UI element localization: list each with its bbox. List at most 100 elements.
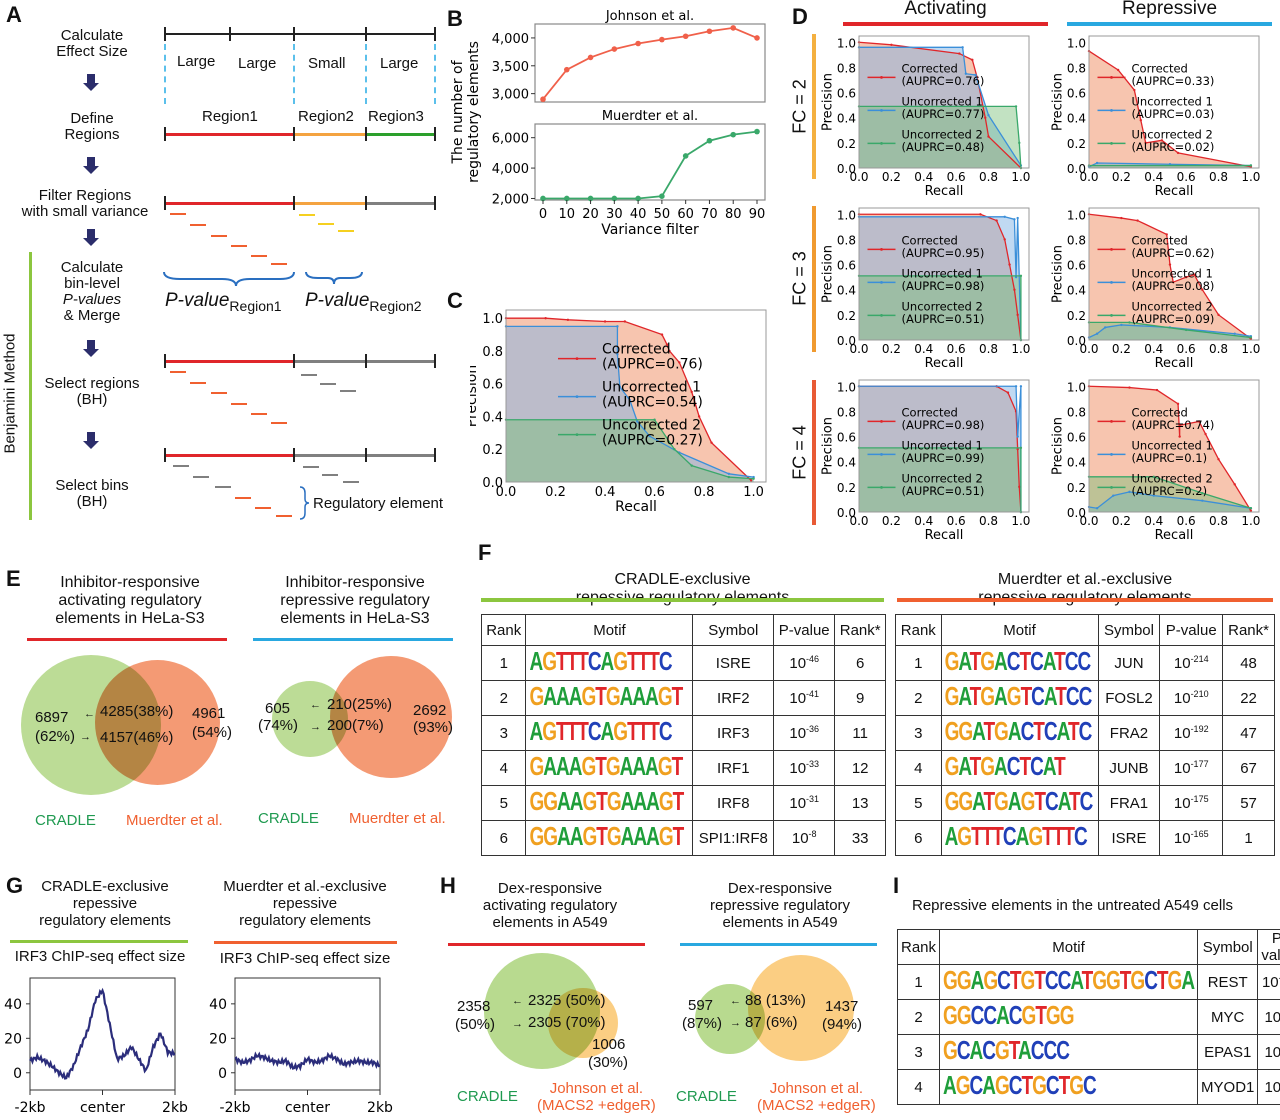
y-tick-label: 0.2 bbox=[1067, 309, 1086, 323]
pvalue-base: 10 bbox=[789, 795, 807, 812]
step-line: Calculate bbox=[60, 27, 124, 44]
grey-track bbox=[294, 360, 435, 363]
nucleotide-C: C bbox=[982, 1037, 996, 1066]
x-tick-label: 2kb bbox=[367, 1100, 393, 1116]
series-line bbox=[1089, 476, 1252, 509]
x-axis-label: Recall bbox=[1155, 184, 1194, 199]
nucleotide-G: G bbox=[658, 788, 674, 817]
series-line bbox=[859, 216, 1022, 341]
x-tick-label: 0.4 bbox=[1144, 170, 1163, 184]
x-tick-label: 30 bbox=[606, 207, 623, 222]
tick bbox=[434, 354, 436, 368]
y-tick-label: 0.0 bbox=[1067, 334, 1086, 348]
tick bbox=[164, 448, 166, 462]
panel-label-i: I bbox=[893, 873, 900, 898]
nucleotide-G: G bbox=[956, 967, 972, 996]
nucleotide-T: T bbox=[672, 788, 685, 817]
data-point bbox=[1013, 288, 1016, 291]
x-tick-label: 0 bbox=[539, 207, 547, 222]
data-point bbox=[611, 46, 618, 52]
bin bbox=[318, 223, 334, 225]
step-select-bins: Select bins (BH) bbox=[12, 478, 172, 510]
chart-title: CRADLE-exclusive repessive regulatory el… bbox=[20, 878, 190, 929]
data-point bbox=[1003, 238, 1006, 241]
nucleotide-A: A bbox=[543, 683, 557, 712]
table-row: 4 GAAAGTGAAAGT IRF1 10-33 12 bbox=[480, 750, 886, 786]
repressive-bar bbox=[253, 638, 453, 641]
y-tick-label: 0.0 bbox=[482, 476, 503, 491]
data-point bbox=[1133, 88, 1136, 92]
legend-label: Uncorrected 2 bbox=[902, 300, 983, 314]
legend-auprc: (AUPRC=0.48) bbox=[902, 140, 985, 154]
nucleotide-A: A bbox=[557, 788, 571, 817]
data-point bbox=[727, 475, 731, 479]
legend-marker bbox=[1110, 248, 1113, 251]
legend-marker bbox=[1110, 420, 1113, 423]
tick bbox=[164, 27, 166, 41]
data-point bbox=[1019, 274, 1023, 278]
data-point bbox=[1155, 388, 1159, 392]
nucleotide-C: C bbox=[587, 648, 602, 677]
x-tick-label: -2kb bbox=[15, 1100, 46, 1116]
y-tick-label: 0.8 bbox=[1067, 405, 1086, 419]
symbol-cell: IRF8 bbox=[692, 785, 775, 821]
nucleotide-A: A bbox=[994, 648, 1008, 677]
y-tick-label: 0.4 bbox=[482, 410, 503, 425]
bin bbox=[251, 413, 267, 415]
nucleotide-C: C bbox=[1002, 823, 1017, 852]
venn-title-line: elements in A549 bbox=[722, 914, 838, 931]
venn-overlap-bottom: 4157(46%) bbox=[100, 729, 174, 746]
region-boundary bbox=[365, 44, 367, 104]
region-boundary bbox=[434, 44, 436, 104]
data-point bbox=[971, 58, 974, 62]
nucleotide-G: G bbox=[581, 753, 596, 782]
table-header-row: Rank Motif Symbol P-value bbox=[896, 929, 1280, 965]
nucleotide-G: G bbox=[606, 788, 622, 817]
legend-auprc: (AUPRC=0.33) bbox=[1132, 74, 1215, 88]
x-tick-label: 0.4 bbox=[1144, 514, 1163, 528]
nucleotide-A: A bbox=[619, 753, 634, 782]
nucleotide-T: T bbox=[1019, 648, 1032, 677]
x-tick-label: 0.4 bbox=[914, 514, 933, 528]
tick bbox=[365, 196, 367, 210]
y-tick-label: 0.0 bbox=[1067, 506, 1086, 520]
x-tick-label: 1.0 bbox=[1241, 170, 1260, 184]
data-point bbox=[1014, 105, 1018, 108]
pvalue-exponent: -33 bbox=[806, 759, 820, 769]
step-define-regions: Define Regions bbox=[12, 111, 172, 143]
rank-star-cell: 13 bbox=[834, 785, 886, 821]
rank-star-cell: 67 bbox=[1222, 750, 1275, 786]
nucleotide-G: G bbox=[606, 823, 622, 852]
y-tick-label: 4,000 bbox=[492, 162, 529, 177]
plot-frame bbox=[234, 977, 381, 1091]
nucleotide-A: A bbox=[600, 648, 615, 677]
venn-overlap-top: 2325 (50%) bbox=[528, 992, 606, 1009]
nucleotide-C: C bbox=[1020, 718, 1035, 747]
data-point bbox=[727, 472, 731, 476]
x-axis-label: Recall bbox=[925, 528, 964, 543]
data-point bbox=[1233, 483, 1236, 486]
y-tick-label: 0.4 bbox=[837, 284, 856, 298]
legend-label: Corrected bbox=[902, 234, 958, 248]
legend-auprc: (AUPRC=0.27) bbox=[602, 432, 703, 448]
legend-marker bbox=[880, 248, 883, 251]
step-line: Define bbox=[70, 110, 114, 127]
motif-logo: GGAAGTGAAAGT bbox=[525, 785, 694, 821]
y-tick-label: 6,000 bbox=[492, 132, 529, 147]
nucleotide-C: C bbox=[1006, 753, 1021, 782]
x-tick-label: 0.8 bbox=[1209, 170, 1228, 184]
column-header: Symbol bbox=[1197, 929, 1259, 965]
data-point bbox=[1120, 323, 1123, 327]
venn-label-cradle: CRADLE bbox=[457, 1088, 518, 1105]
effect-size-label: Large bbox=[380, 55, 419, 72]
panel-label-e: E bbox=[6, 566, 21, 591]
region3-filtered-track bbox=[365, 202, 435, 205]
sequence-logo: GGAAGTGAAAGT bbox=[529, 823, 684, 853]
panel-label-g: G bbox=[6, 873, 24, 898]
venn-right-pct: (94%) bbox=[822, 1016, 863, 1033]
series-area bbox=[859, 275, 1021, 340]
bin bbox=[211, 235, 227, 237]
data-point bbox=[1128, 321, 1131, 324]
y-tick-label: 0.2 bbox=[482, 443, 503, 458]
